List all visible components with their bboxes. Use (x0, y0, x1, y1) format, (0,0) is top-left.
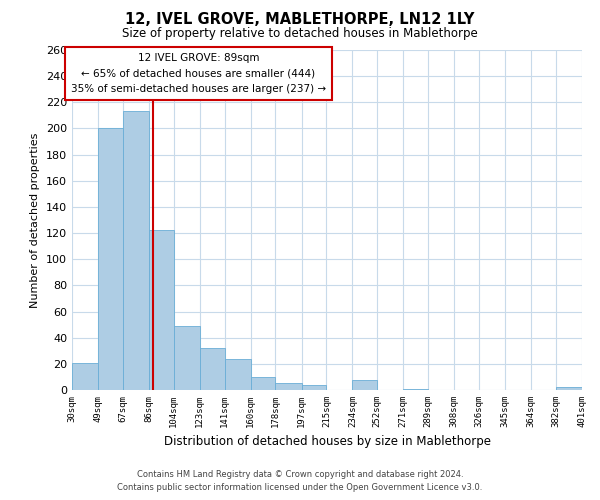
Text: 12, IVEL GROVE, MABLETHORPE, LN12 1LY: 12, IVEL GROVE, MABLETHORPE, LN12 1LY (125, 12, 475, 28)
Bar (352, 380, 377, 390)
Bar (98, 128, 123, 390)
Bar (251, 377, 275, 390)
Bar (149, 230, 174, 390)
Bar (72, 362, 98, 390)
Bar (224, 358, 251, 390)
X-axis label: Distribution of detached houses by size in Mablethorpe: Distribution of detached houses by size … (163, 436, 491, 448)
Text: Size of property relative to detached houses in Mablethorpe: Size of property relative to detached ho… (122, 28, 478, 40)
Text: Contains HM Land Registry data © Crown copyright and database right 2024.
Contai: Contains HM Land Registry data © Crown c… (118, 470, 482, 492)
Y-axis label: Number of detached properties: Number of detached properties (31, 132, 40, 308)
Bar (123, 112, 149, 390)
Bar (403, 388, 428, 390)
Bar (556, 388, 582, 390)
Bar (200, 348, 224, 390)
Text: 12 IVEL GROVE: 89sqm
← 65% of detached houses are smaller (444)
35% of semi-deta: 12 IVEL GROVE: 89sqm ← 65% of detached h… (71, 53, 326, 94)
Bar (302, 385, 326, 390)
Bar (174, 326, 200, 390)
Bar (275, 384, 302, 390)
